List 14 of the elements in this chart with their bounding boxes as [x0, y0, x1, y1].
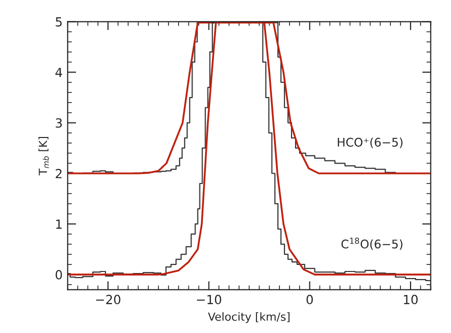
x-axis-title: Velocity [km/s] — [208, 312, 290, 323]
y-tick-label: 5 — [56, 17, 62, 27]
y-tick-label: 2 — [56, 168, 62, 178]
y-tick-label: 4 — [55, 68, 62, 77]
y-tick-label: 3 — [56, 118, 62, 128]
annotation: HCO⁺(6−5) — [338, 138, 402, 148]
y-tick-label: 1 — [56, 220, 62, 229]
x-tick-label: 10 — [404, 294, 418, 304]
annotation: C$^{18}$O(6−5) — [341, 238, 402, 250]
x-tick-label: −10 — [196, 294, 222, 304]
x-tick-label: 0 — [306, 294, 313, 304]
x-tick-label: −20 — [96, 294, 120, 304]
y-tick-label: 0 — [56, 270, 62, 280]
y-axis-title: T$_{mb}$ [K] — [38, 137, 49, 176]
